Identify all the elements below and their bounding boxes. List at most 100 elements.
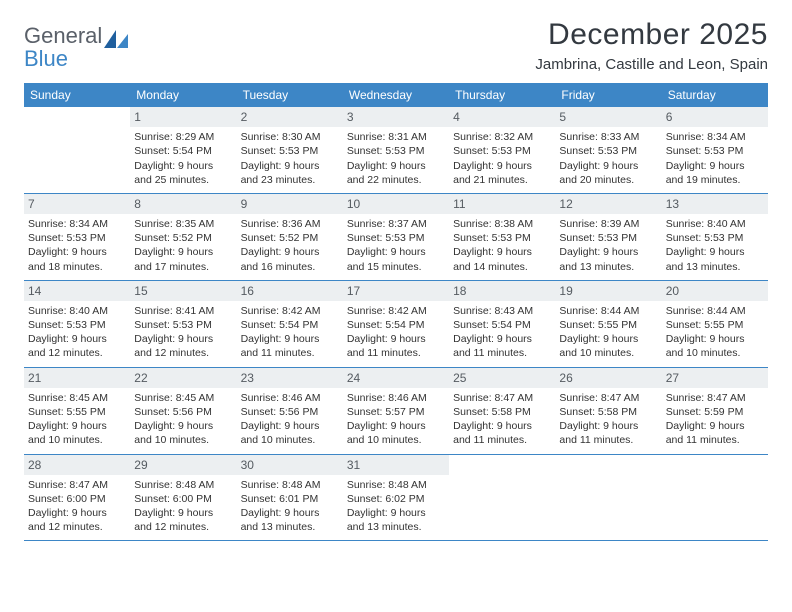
sunrise-text: Sunrise: 8:46 AM: [347, 391, 445, 405]
daylight-text-1: Daylight: 9 hours: [134, 332, 232, 346]
daylight-text-2: and 11 minutes.: [241, 346, 339, 360]
daylight-text-1: Daylight: 9 hours: [347, 419, 445, 433]
sunset-text: Sunset: 5:53 PM: [134, 318, 232, 332]
day-cell: 11Sunrise: 8:38 AMSunset: 5:53 PMDayligh…: [449, 194, 555, 280]
daylight-text-2: and 13 minutes.: [559, 260, 657, 274]
daylight-text-1: Daylight: 9 hours: [347, 159, 445, 173]
daylight-text-1: Daylight: 9 hours: [666, 245, 764, 259]
daylight-text-2: and 25 minutes.: [134, 173, 232, 187]
sunrise-text: Sunrise: 8:44 AM: [559, 304, 657, 318]
daylight-text-1: Daylight: 9 hours: [241, 506, 339, 520]
sunrise-text: Sunrise: 8:40 AM: [28, 304, 126, 318]
day-number: 23: [237, 368, 343, 388]
day-cell: 28Sunrise: 8:47 AMSunset: 6:00 PMDayligh…: [24, 455, 130, 541]
sunrise-text: Sunrise: 8:47 AM: [28, 478, 126, 492]
daylight-text-2: and 21 minutes.: [453, 173, 551, 187]
calendar-page: General Blue December 2025 Jambrina, Cas…: [0, 0, 792, 551]
daylight-text-1: Daylight: 9 hours: [559, 159, 657, 173]
day-number: 18: [449, 281, 555, 301]
day-cell: 1Sunrise: 8:29 AMSunset: 5:54 PMDaylight…: [130, 107, 236, 193]
daylight-text-1: Daylight: 9 hours: [347, 245, 445, 259]
sunrise-text: Sunrise: 8:47 AM: [559, 391, 657, 405]
sunrise-text: Sunrise: 8:31 AM: [347, 130, 445, 144]
daylight-text-2: and 13 minutes.: [666, 260, 764, 274]
dow-header: Friday: [555, 83, 661, 107]
sunset-text: Sunset: 5:52 PM: [134, 231, 232, 245]
day-number: 1: [130, 107, 236, 127]
sunset-text: Sunset: 5:53 PM: [347, 231, 445, 245]
day-cell: 26Sunrise: 8:47 AMSunset: 5:58 PMDayligh…: [555, 368, 661, 454]
daylight-text-1: Daylight: 9 hours: [453, 245, 551, 259]
week-row: 14Sunrise: 8:40 AMSunset: 5:53 PMDayligh…: [24, 281, 768, 368]
daylight-text-1: Daylight: 9 hours: [666, 419, 764, 433]
sunset-text: Sunset: 5:58 PM: [453, 405, 551, 419]
sunset-text: Sunset: 5:55 PM: [666, 318, 764, 332]
daylight-text-2: and 10 minutes.: [241, 433, 339, 447]
sunrise-text: Sunrise: 8:32 AM: [453, 130, 551, 144]
sunset-text: Sunset: 6:02 PM: [347, 492, 445, 506]
day-number: 4: [449, 107, 555, 127]
sunrise-text: Sunrise: 8:46 AM: [241, 391, 339, 405]
sunset-text: Sunset: 5:54 PM: [134, 144, 232, 158]
daylight-text-2: and 12 minutes.: [134, 520, 232, 534]
sunset-text: Sunset: 5:54 PM: [453, 318, 551, 332]
day-number: 24: [343, 368, 449, 388]
day-number: 13: [662, 194, 768, 214]
sunset-text: Sunset: 5:55 PM: [559, 318, 657, 332]
sunset-text: Sunset: 5:53 PM: [559, 144, 657, 158]
day-cell: 12Sunrise: 8:39 AMSunset: 5:53 PMDayligh…: [555, 194, 661, 280]
sunset-text: Sunset: 5:57 PM: [347, 405, 445, 419]
sunrise-text: Sunrise: 8:43 AM: [453, 304, 551, 318]
sunset-text: Sunset: 5:53 PM: [28, 318, 126, 332]
day-cell: [555, 455, 661, 541]
day-cell: 13Sunrise: 8:40 AMSunset: 5:53 PMDayligh…: [662, 194, 768, 280]
sunrise-text: Sunrise: 8:44 AM: [666, 304, 764, 318]
daylight-text-2: and 10 minutes.: [347, 433, 445, 447]
week-row: 1 Sunrise: 8:29 AMSunset: 5:54 PM Daylight…: [24, 107, 768, 194]
sunrise-text: Sunrise: 8:47 AM: [453, 391, 551, 405]
sunset-text: Sunset: 5:58 PM: [559, 405, 657, 419]
day-cell: 18Sunrise: 8:43 AMSunset: 5:54 PMDayligh…: [449, 281, 555, 367]
daylight-text-1: Daylight: 9 hours: [347, 506, 445, 520]
calendar-grid: SundayMondayTuesdayWednesdayThursdayFrid…: [24, 83, 768, 541]
day-cell: 2Sunrise: 8:30 AMSunset: 5:53 PMDaylight…: [237, 107, 343, 193]
day-cell: 30Sunrise: 8:48 AMSunset: 6:01 PMDayligh…: [237, 455, 343, 541]
daylight-text-1: Daylight: 9 hours: [28, 245, 126, 259]
day-cell: 16Sunrise: 8:42 AMSunset: 5:54 PMDayligh…: [237, 281, 343, 367]
day-cell: 15Sunrise: 8:41 AMSunset: 5:53 PMDayligh…: [130, 281, 236, 367]
day-cell: 31Sunrise: 8:48 AMSunset: 6:02 PMDayligh…: [343, 455, 449, 541]
day-number: 8: [130, 194, 236, 214]
daylight-text-1: Daylight: 9 hours: [559, 245, 657, 259]
sunset-text: Sunset: 5:53 PM: [241, 144, 339, 158]
daylight-text-1: Daylight: 9 hours: [241, 332, 339, 346]
day-number: 12: [555, 194, 661, 214]
daylight-text-1: Daylight: 9 hours: [134, 506, 232, 520]
daylight-text-2: and 11 minutes.: [666, 433, 764, 447]
day-number: 20: [662, 281, 768, 301]
day-number: 31: [343, 455, 449, 475]
day-cell: [449, 455, 555, 541]
daylight-text-2: and 11 minutes.: [559, 433, 657, 447]
dow-header: Tuesday: [237, 83, 343, 107]
logo-text: General Blue: [24, 24, 102, 70]
sunrise-text: Sunrise: 8:29 AM: [134, 130, 232, 144]
logo: General Blue: [24, 18, 130, 70]
daylight-text-1: Daylight: 9 hours: [347, 332, 445, 346]
day-number: 30: [237, 455, 343, 475]
day-cell: 21Sunrise: 8:45 AMSunset: 5:55 PMDayligh…: [24, 368, 130, 454]
day-number: 19: [555, 281, 661, 301]
daylight-text-1: Daylight: 9 hours: [134, 419, 232, 433]
daylight-text-1: Daylight: 9 hours: [28, 419, 126, 433]
daylight-text-1: Daylight: 9 hours: [134, 245, 232, 259]
daylight-text-2: and 11 minutes.: [453, 346, 551, 360]
day-cell: 19Sunrise: 8:44 AMSunset: 5:55 PMDayligh…: [555, 281, 661, 367]
dow-header: Saturday: [662, 83, 768, 107]
day-cell: 14Sunrise: 8:40 AMSunset: 5:53 PMDayligh…: [24, 281, 130, 367]
sunrise-text: Sunrise: 8:47 AM: [666, 391, 764, 405]
sunset-text: Sunset: 5:53 PM: [453, 144, 551, 158]
day-cell: 20Sunrise: 8:44 AMSunset: 5:55 PMDayligh…: [662, 281, 768, 367]
day-number: 10: [343, 194, 449, 214]
day-number: 28: [24, 455, 130, 475]
daylight-text-2: and 20 minutes.: [559, 173, 657, 187]
day-cell: 23Sunrise: 8:46 AMSunset: 5:56 PMDayligh…: [237, 368, 343, 454]
